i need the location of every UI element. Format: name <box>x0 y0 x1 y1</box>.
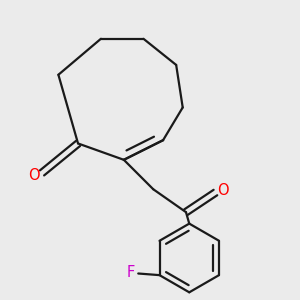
Text: O: O <box>217 183 228 198</box>
Text: O: O <box>28 168 40 183</box>
Text: F: F <box>127 265 135 280</box>
